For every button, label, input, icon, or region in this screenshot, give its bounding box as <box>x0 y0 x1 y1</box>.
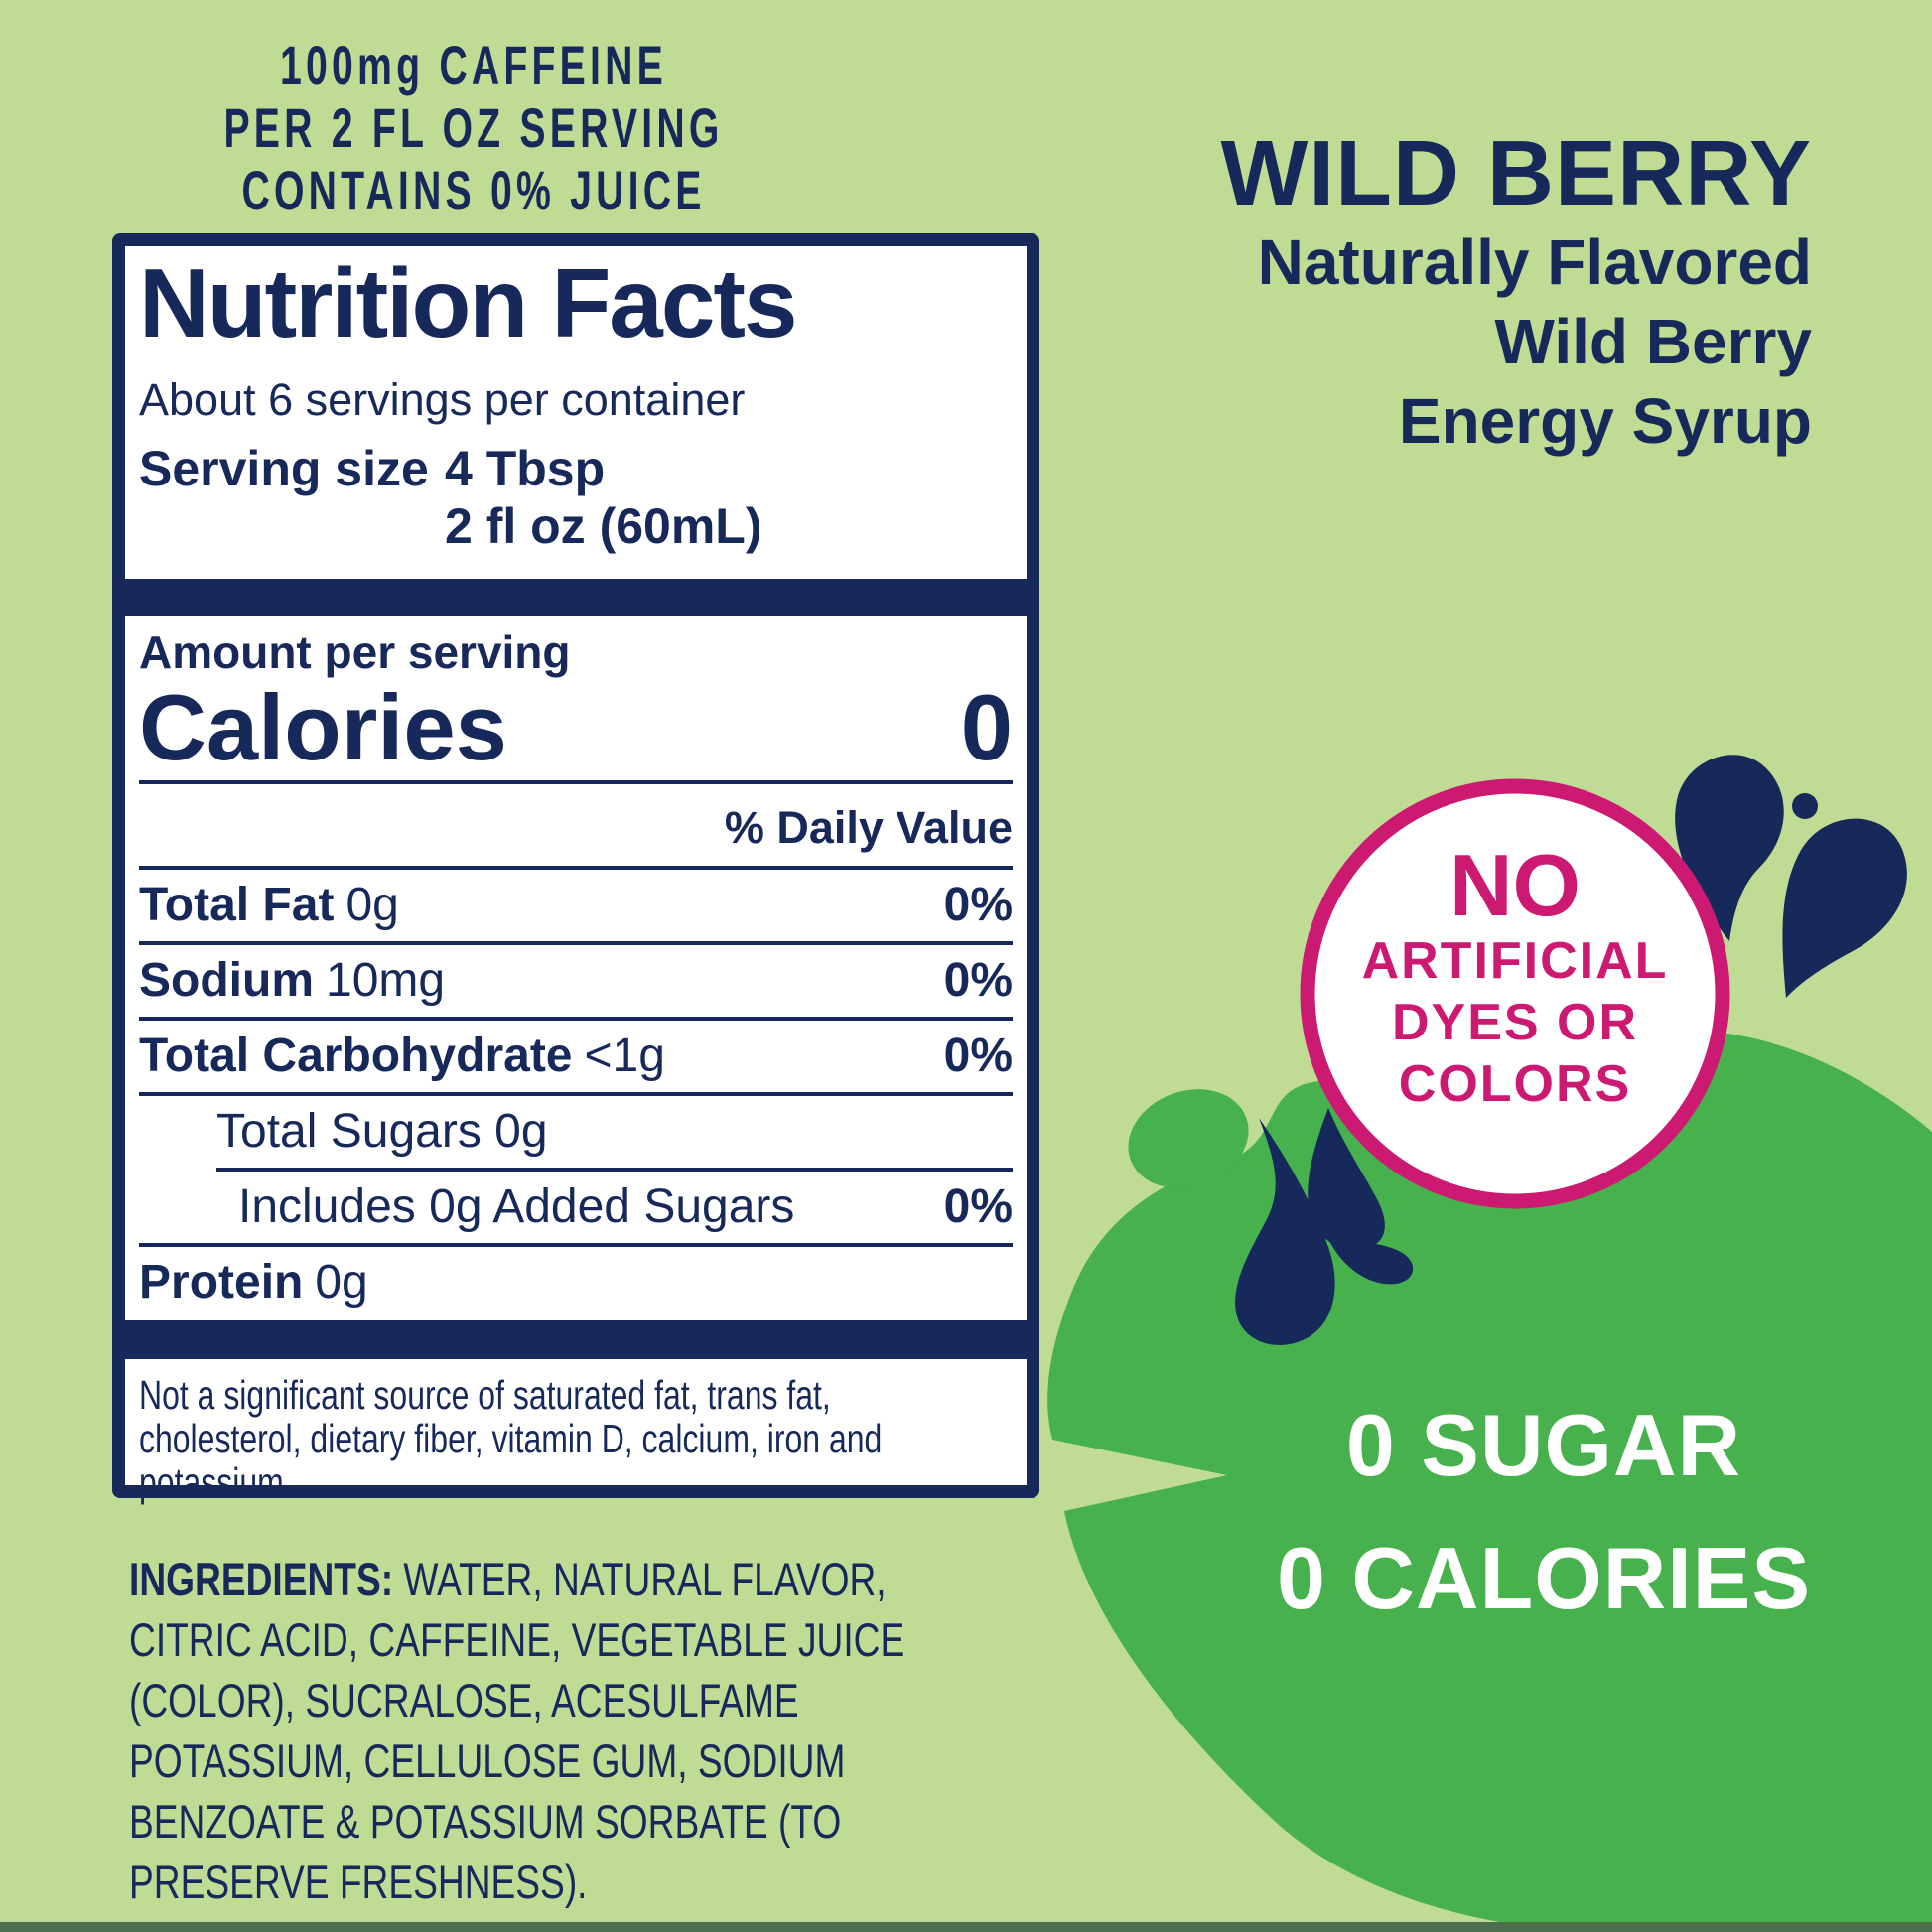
nutrition-facts-title: Nutrition Facts <box>139 248 797 357</box>
droplet-icon <box>1308 1108 1385 1251</box>
nutrient-amount: 10mg <box>326 954 446 1007</box>
flavor-block: WILD BERRY Naturally Flavored Wild Berry… <box>1220 127 1812 458</box>
badge-line: NO <box>1449 836 1581 934</box>
caffeine-note-line: 100mg CAFFEINE <box>280 34 667 96</box>
nutrition-facts-panel: Nutrition Facts About 6 servings per con… <box>112 233 1039 1504</box>
flavor-subtitle-line: Wild Berry <box>1494 306 1813 377</box>
nutrient-name: Sodium <box>139 954 314 1007</box>
nutrient-amount: <1g <box>584 1030 665 1082</box>
ingredients-label: INGREDIENTS: <box>129 1553 394 1605</box>
droplet-dot-icon <box>1792 793 1818 819</box>
footnote-line: cholesterol, dietary fiber, vitamin D, c… <box>139 1416 883 1461</box>
zero-sugar-claim: 0 SUGAR <box>1345 1396 1742 1494</box>
droplet-icon <box>1782 818 1907 998</box>
serving-size-row: Serving size 4 Tbsp 2 fl oz (60mL) <box>139 440 1013 555</box>
nutrient-name: Total Fat <box>139 879 335 931</box>
nutrient-daily-value: 0% <box>943 1180 1013 1233</box>
footnote-line: Not a significant source of saturated fa… <box>139 1372 831 1418</box>
nutrition-footnote: Not a significant source of saturated fa… <box>139 1373 1013 1504</box>
ingredients-line: POTASSIUM, CELLULOSE GUM, SODIUM <box>129 1734 846 1787</box>
serving-size-value: 4 Tbsp 2 fl oz (60mL) <box>445 440 761 555</box>
flavor-subtitle-line: Naturally Flavored <box>1257 226 1812 298</box>
zero-calories-claim: 0 CALORIES <box>1276 1529 1812 1627</box>
serving-size-value-line: 4 Tbsp <box>445 441 606 496</box>
nutrient-daily-value: 0% <box>943 1030 1013 1082</box>
nutrient-row-sodium: Sodium 10mg 0% <box>139 945 1013 1021</box>
nutrient-daily-value: 0% <box>943 879 1013 931</box>
footnote-line: potassium. <box>139 1459 293 1505</box>
ingredients-line: PRESERVE FRESHNESS). <box>129 1856 588 1908</box>
nutrient-row-protein: Protein 0g <box>139 1247 1013 1318</box>
nutrient-row-total-sugars: Total Sugars 0g <box>216 1096 1013 1172</box>
badge-circle <box>1300 778 1730 1209</box>
nutrient-amount: 0g <box>315 1256 368 1309</box>
nutrient-row-added-sugars: Includes 0g Added Sugars 0% <box>139 1172 1013 1247</box>
caffeine-note-line: PER 2 FL OZ SERVING <box>223 96 724 159</box>
flavor-subtitle-line: Energy Syrup <box>1398 385 1812 457</box>
ingredients-list: INGREDIENTS: WATER, NATURAL FLAVOR, CITR… <box>129 1549 1111 1912</box>
green-bean-shape <box>1128 1089 1249 1188</box>
nutrient-name: Protein <box>139 1256 304 1309</box>
divider-bar <box>125 1320 1027 1359</box>
daily-value-header: % Daily Value <box>139 784 1013 870</box>
divider-hairline <box>139 780 1013 784</box>
nutrient-name: Total Sugars 0g <box>216 1105 548 1158</box>
badge-line: DYES OR <box>1391 994 1639 1051</box>
ingredients-line: BENZOATE & POTASSIUM SORBATE (TO <box>129 1795 842 1848</box>
calories-value: 0 <box>960 675 1013 779</box>
no-artificial-dyes-badge: NO ARTIFICIAL DYES OR COLORS <box>1307 836 1724 1113</box>
serving-size-value-line: 2 fl oz (60mL) <box>445 498 762 554</box>
bottom-strip <box>0 1922 1932 1932</box>
caffeine-note-line: CONTAINS 0% JUICE <box>241 159 706 221</box>
divider-bar <box>125 579 1027 616</box>
caffeine-note: 100mg CAFFEINE PER 2 FL OZ SERVING CONTA… <box>96 34 851 221</box>
nutrient-name: Includes 0g Added Sugars <box>238 1180 795 1233</box>
nutrient-daily-value: 0% <box>943 954 1013 1007</box>
badge-line: COLORS <box>1398 1055 1632 1113</box>
amount-per-serving-label: Amount per serving <box>139 626 571 678</box>
nutrient-row-total-fat: Total Fat 0g 0% <box>139 870 1013 945</box>
nutrient-amount: 0g <box>345 879 399 931</box>
nutrient-row-total-carbohydrate: Total Carbohydrate <1g 0% <box>139 1021 1013 1096</box>
flavor-title: WILD BERRY <box>1220 121 1812 224</box>
ingredients-line: (COLOR), SUCRALOSE, ACESULFAME <box>129 1674 799 1726</box>
badge-line: ARTIFICIAL <box>1361 932 1669 990</box>
servings-per-container: About 6 servings per container <box>139 374 746 425</box>
ingredients-line: WATER, NATURAL FLAVOR, <box>393 1553 887 1605</box>
droplet-icon <box>1235 1118 1335 1345</box>
serving-size-label: Serving size <box>139 441 429 496</box>
ingredients-line: CITRIC ACID, CAFFEINE, VEGETABLE JUICE <box>129 1613 905 1666</box>
calories-row: Calories 0 <box>139 681 1013 774</box>
droplet-icon <box>1328 1239 1414 1285</box>
calories-label: Calories <box>139 675 507 779</box>
nutrient-name: Total Carbohydrate <box>139 1030 573 1082</box>
